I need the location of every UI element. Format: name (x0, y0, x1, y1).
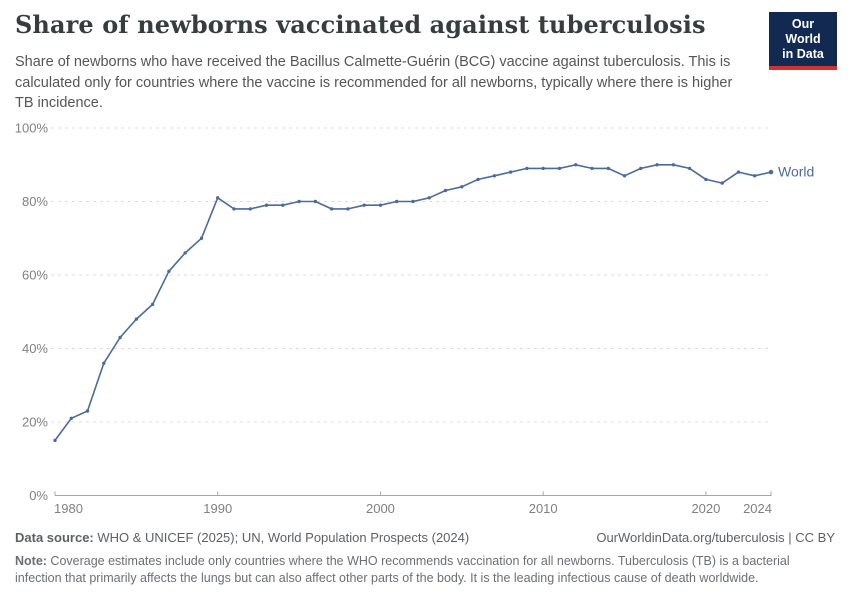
data-point-2015 (622, 174, 627, 178)
chart-subtitle: Share of newborns who have received the … (15, 54, 733, 111)
data-point-2008 (508, 170, 513, 174)
data-point-2003 (427, 196, 431, 200)
logo-line-2: in Data (782, 47, 824, 61)
data-point-1984 (118, 335, 122, 340)
data-source-label: Data source: (15, 530, 94, 545)
data-point-1998 (346, 207, 350, 211)
owid-logo[interactable]: Our World in Data (769, 12, 837, 70)
series-line-world (54, 164, 772, 442)
note-text: Coverage estimates include only countrie… (15, 554, 790, 585)
data-point-2023 (753, 174, 757, 178)
logo-line-1: Our World (785, 17, 821, 46)
page-title: Share of newborns vaccinated against tub… (15, 10, 706, 39)
data-point-2021 (720, 181, 724, 185)
data-point-1997 (329, 207, 334, 211)
y-tick-label-60: 60% (22, 268, 48, 283)
x-tick-label-1990: 1990 (203, 501, 232, 516)
data-point-1985 (134, 317, 139, 321)
data-source-text: WHO & UNICEF (2025); UN, World Populatio… (93, 530, 470, 545)
data-point-2002 (411, 199, 415, 204)
data-point-2012 (574, 163, 578, 167)
data-point-2006 (476, 177, 480, 182)
series-label-world: World (778, 164, 814, 180)
x-tick-label-2020: 2020 (691, 501, 720, 516)
x-axis (54, 491, 772, 496)
data-point-1987 (167, 269, 171, 273)
data-point-1994 (281, 203, 285, 207)
x-tick-label-2024: 2024 (743, 501, 772, 516)
data-point-1986 (150, 302, 155, 307)
owid-license-link[interactable]: OurWorldinData.org/tuberculosis | CC BY (596, 530, 835, 545)
x-axis-labels: 1980 1990 2000 2010 2020 2024 (54, 501, 772, 516)
data-point-2018 (671, 163, 676, 167)
data-point-2019 (687, 166, 692, 171)
data-point-2011 (557, 166, 562, 171)
data-point-2013 (590, 166, 594, 171)
data-point-2024 (768, 169, 774, 175)
data-point-1982 (85, 409, 90, 413)
y-tick-label-20: 20% (22, 415, 48, 430)
data-point-2014 (606, 166, 610, 171)
data-point-1996 (313, 199, 318, 204)
data-point-2016 (639, 166, 643, 171)
series-markers-world (53, 163, 774, 443)
y-tick-label-40: 40% (22, 341, 48, 356)
data-point-2001 (395, 199, 399, 204)
data-point-1990 (216, 196, 220, 200)
data-point-1999 (362, 203, 366, 207)
data-point-1993 (264, 203, 269, 207)
data-point-1989 (199, 236, 204, 240)
y-tick-label-100: 100% (15, 121, 49, 136)
y-tick-label-0: 0% (29, 488, 48, 503)
data-point-2004 (443, 188, 448, 193)
chart-footer: Data source: WHO & UNICEF (2025); UN, Wo… (15, 529, 835, 586)
x-tick-label-2000: 2000 (366, 501, 395, 516)
data-point-2022 (736, 170, 741, 174)
y-tick-label-80: 80% (22, 194, 48, 209)
data-source: Data source: WHO & UNICEF (2025); UN, Wo… (15, 529, 469, 546)
data-point-1992 (248, 207, 252, 211)
note-label: Note: (15, 554, 47, 568)
data-point-2017 (655, 163, 659, 167)
gridlines (51, 127, 772, 423)
data-point-1983 (102, 361, 106, 365)
data-point-2020 (704, 177, 708, 182)
data-point-2007 (492, 174, 497, 178)
data-point-2009 (525, 166, 529, 171)
x-tick-label-2010: 2010 (529, 501, 558, 516)
source-row: Data source: WHO & UNICEF (2025); UN, Wo… (15, 529, 835, 546)
x-tick-label-1980: 1980 (54, 501, 83, 516)
data-point-1981 (69, 416, 74, 420)
data-point-2010 (541, 166, 545, 171)
y-axis-labels: 0% 20% 40% 60% 80% 100% (15, 121, 49, 504)
data-point-1995 (297, 199, 301, 204)
data-point-1980 (53, 438, 57, 443)
data-point-1988 (183, 251, 187, 255)
data-point-2005 (460, 185, 464, 189)
chart-note: Note: Coverage estimates include only co… (15, 553, 835, 586)
data-point-2000 (378, 203, 383, 207)
data-point-1991 (232, 207, 236, 211)
